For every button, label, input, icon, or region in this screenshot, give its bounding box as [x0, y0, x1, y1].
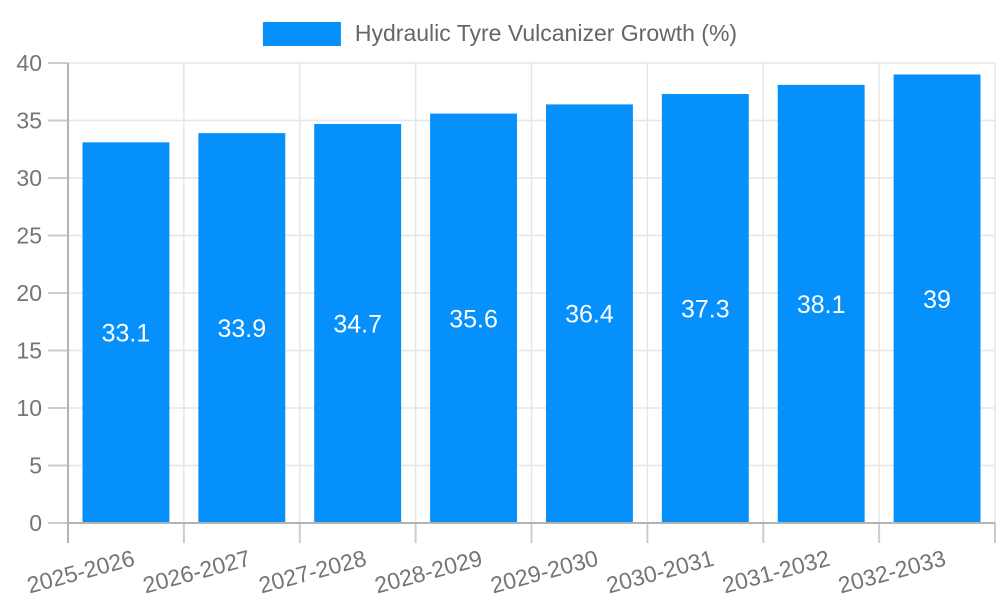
- x-axis-tick-label: 2026-2027: [140, 545, 253, 599]
- x-axis-tick-label: 2031-2032: [720, 545, 833, 599]
- x-axis-tick-label: 2025-2026: [24, 545, 137, 599]
- bar-value-label: 39: [923, 286, 951, 314]
- x-axis-tick-label: 2027-2028: [256, 545, 369, 599]
- legend-label: Hydraulic Tyre Vulcanizer Growth (%): [354, 20, 738, 46]
- y-axis-tick-label: 20: [16, 280, 42, 306]
- y-axis-tick-label: 15: [16, 338, 42, 364]
- x-axis-tick-label: 2029-2030: [488, 545, 601, 599]
- bar-2026-2027[interactable]: [198, 133, 286, 523]
- bar-2029-2030[interactable]: [545, 104, 633, 524]
- bar-2030-2031[interactable]: [661, 94, 749, 524]
- bar-2028-2029[interactable]: [430, 113, 518, 523]
- x-axis-tick-label: 2028-2029: [372, 545, 485, 599]
- bar-value-label: 36.4: [565, 301, 614, 329]
- y-axis-tick-label: 40: [16, 50, 42, 76]
- legend-swatch: [262, 21, 341, 46]
- y-axis-tick-label: 25: [16, 223, 42, 249]
- x-axis-tick-label: 2030-2031: [604, 545, 717, 599]
- bar-2032-2033[interactable]: [893, 74, 981, 524]
- y-axis-tick-label: 5: [29, 453, 42, 479]
- chart-legend[interactable]: Hydraulic Tyre Vulcanizer Growth (%): [262, 20, 738, 47]
- bar-2031-2032[interactable]: [777, 84, 865, 523]
- y-axis-tick-label: 30: [16, 165, 42, 191]
- bar-value-label: 35.6: [449, 305, 498, 333]
- bar-value-label: 38.1: [797, 291, 846, 319]
- y-axis-tick-label: 10: [16, 395, 42, 421]
- bar-2027-2028[interactable]: [314, 123, 402, 523]
- bar-value-label: 33.9: [217, 315, 266, 343]
- bar-2025-2026[interactable]: [82, 142, 170, 523]
- y-axis-tick-label: 0: [29, 510, 42, 536]
- bar-value-label: 33.1: [102, 320, 151, 348]
- bar-value-label: 37.3: [681, 296, 730, 324]
- y-axis-tick-label: 35: [16, 108, 42, 134]
- bar-value-label: 34.7: [333, 310, 382, 338]
- x-axis-tick-label: 2032-2033: [835, 545, 948, 599]
